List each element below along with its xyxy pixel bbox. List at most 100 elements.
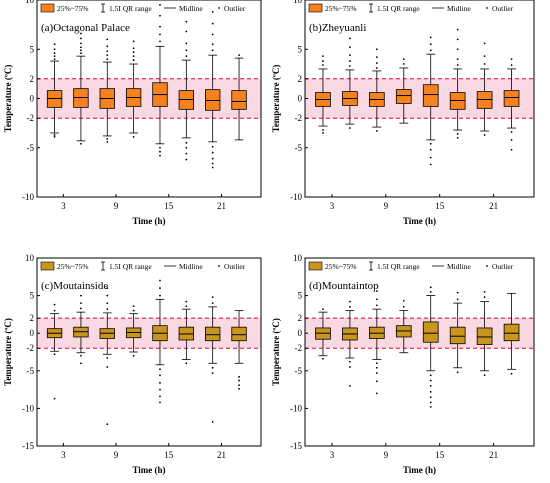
outlier-point bbox=[159, 40, 161, 43]
x-tick-label: 21 bbox=[217, 201, 226, 211]
outlier-point bbox=[211, 49, 214, 52]
outlier-point bbox=[238, 375, 240, 378]
outlier-point bbox=[132, 47, 135, 50]
x-tick-label: 3 bbox=[330, 201, 335, 211]
box bbox=[422, 84, 439, 107]
y-tick-label: 10 bbox=[25, 253, 35, 263]
outlier-point bbox=[349, 54, 351, 57]
y-tick-label: 5 bbox=[298, 291, 303, 301]
box-group bbox=[231, 54, 247, 141]
box-group bbox=[205, 296, 221, 423]
box-group bbox=[315, 55, 331, 134]
outlier-point bbox=[429, 49, 432, 52]
x-tick-label: 21 bbox=[489, 201, 498, 211]
outlier-point bbox=[159, 294, 161, 297]
y-tick-label: 2 bbox=[30, 74, 35, 84]
outlier-point bbox=[211, 43, 214, 46]
outlier-point bbox=[322, 132, 324, 134]
outlier-point bbox=[106, 357, 109, 359]
outlier-point bbox=[106, 140, 109, 143]
outlier-point bbox=[429, 290, 432, 293]
box-group bbox=[178, 300, 195, 365]
y-tick-label: -5 bbox=[27, 143, 35, 153]
outlier-point bbox=[159, 150, 161, 153]
outlier-point bbox=[53, 52, 56, 55]
legend-outlier-swatch bbox=[218, 7, 220, 9]
outlier-point bbox=[53, 55, 56, 58]
x-axis-title: Time (h) bbox=[132, 216, 165, 226]
outlier-point bbox=[185, 30, 188, 33]
box-group bbox=[99, 287, 115, 426]
outlier-point bbox=[185, 42, 188, 45]
legend-midline-label: Midline bbox=[447, 262, 471, 271]
legend-range-label: 1.5I QR range bbox=[109, 262, 152, 271]
outlier-point bbox=[159, 154, 161, 157]
legend-outlier-swatch bbox=[486, 265, 488, 267]
legend-box-swatch bbox=[308, 3, 323, 13]
box-group bbox=[125, 305, 142, 357]
box-group bbox=[152, 279, 168, 404]
outlier-point bbox=[106, 50, 109, 53]
outlier-point bbox=[510, 138, 513, 141]
outlier-point bbox=[106, 287, 109, 289]
x-tick-label: 3 bbox=[61, 201, 66, 211]
outlier-point bbox=[429, 405, 432, 408]
x-tick-label: 21 bbox=[489, 450, 498, 460]
x-tick-label: 9 bbox=[114, 450, 119, 460]
outlier-point bbox=[483, 290, 486, 293]
outlier-point bbox=[322, 308, 324, 311]
outlier-point bbox=[185, 158, 188, 161]
outlier-point bbox=[132, 305, 135, 308]
outlier-point bbox=[106, 294, 109, 297]
box bbox=[205, 326, 221, 342]
outlier-point bbox=[132, 51, 135, 54]
outlier-point bbox=[322, 55, 324, 58]
outlier-point bbox=[456, 298, 459, 301]
y-axis-title: Temperature (ºC) bbox=[3, 65, 13, 133]
legend-outlier-label: Outlier bbox=[224, 4, 246, 13]
outlier-point bbox=[159, 388, 161, 391]
outlier-point bbox=[429, 374, 432, 377]
outlier-point bbox=[238, 379, 240, 382]
y-tick-label: -2 bbox=[27, 113, 35, 123]
outlier-point bbox=[211, 22, 214, 25]
outlier-point bbox=[106, 308, 109, 311]
outlier-point bbox=[132, 55, 135, 58]
y-axis-title: Temperature (ºC) bbox=[271, 318, 281, 386]
outlier-point bbox=[159, 287, 161, 289]
outlier-point bbox=[238, 384, 240, 386]
outlier-point bbox=[211, 162, 214, 165]
legend-midline-label: Midline bbox=[447, 4, 471, 13]
legend: 25%~75% 1.5I QR range Midline Outlier bbox=[308, 261, 514, 271]
outlier-point bbox=[402, 63, 405, 65]
x-tick-label: 9 bbox=[114, 201, 119, 211]
outlier-point bbox=[429, 401, 432, 404]
panel-title: (b)Zheyuanli bbox=[309, 22, 366, 34]
reference-band bbox=[305, 318, 534, 349]
outlier-point bbox=[429, 396, 432, 399]
y-tick-label: -10 bbox=[290, 403, 302, 413]
outlier-point bbox=[53, 397, 56, 400]
outlier-point bbox=[375, 298, 378, 301]
x-axis-title: Time (h) bbox=[132, 465, 165, 475]
outlier-point bbox=[132, 354, 135, 357]
outlier-point bbox=[80, 32, 82, 35]
outlier-point bbox=[53, 43, 56, 46]
box-group bbox=[342, 37, 358, 129]
x-tick-label: 9 bbox=[384, 201, 389, 211]
box-group bbox=[503, 292, 520, 375]
outlier-point bbox=[185, 55, 188, 58]
y-tick-label: -2 bbox=[295, 343, 303, 353]
outlier-point bbox=[349, 384, 351, 387]
outlier-point bbox=[211, 10, 214, 13]
outlier-point bbox=[456, 64, 459, 66]
legend-range-label: 1.5I QR range bbox=[377, 4, 420, 13]
x-tick-label: 3 bbox=[330, 450, 335, 460]
reference-band bbox=[305, 78, 534, 119]
box-group bbox=[315, 308, 331, 360]
outlier-point bbox=[185, 141, 188, 144]
box-group bbox=[152, 4, 168, 157]
x-tick-label: 3 bbox=[61, 450, 66, 460]
outlier-point bbox=[132, 136, 135, 138]
